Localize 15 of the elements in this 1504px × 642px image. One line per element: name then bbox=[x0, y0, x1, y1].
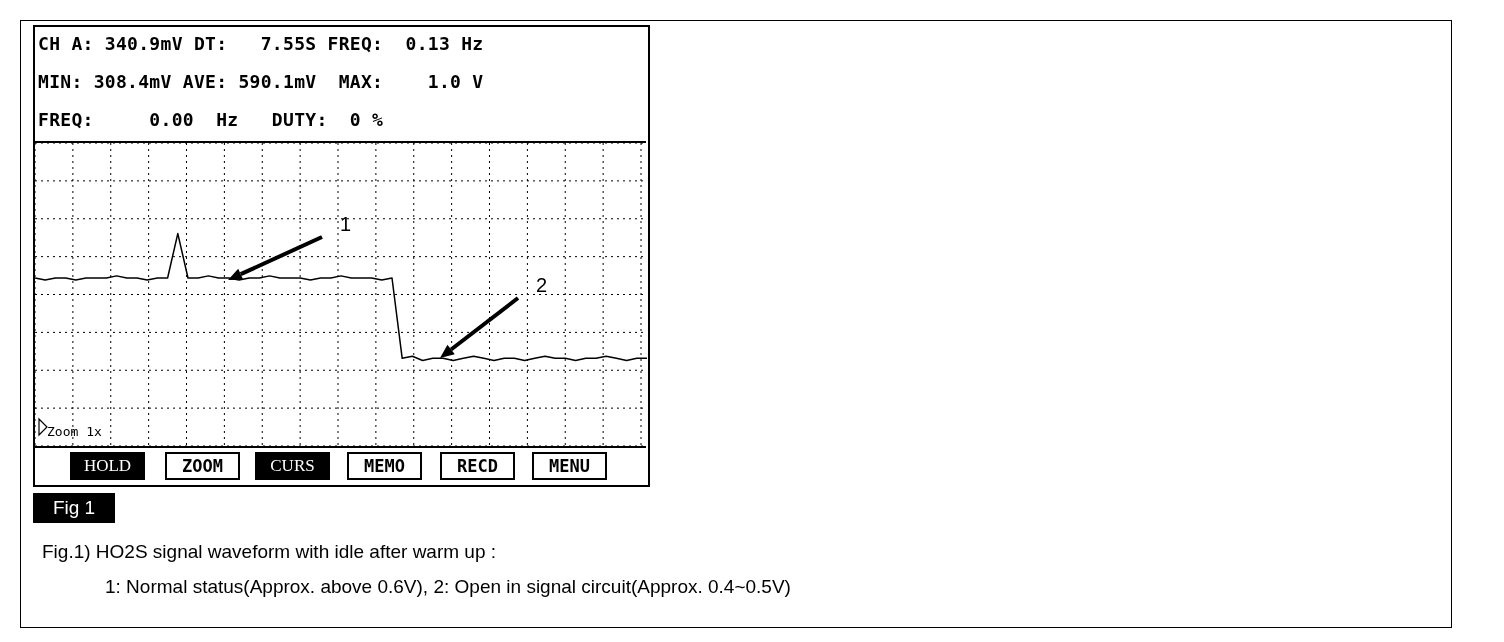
text: MEMO bbox=[347, 452, 422, 480]
annotation: 2 bbox=[536, 274, 548, 296]
text: MENU bbox=[532, 452, 607, 480]
caption: Fig.1) HO2S signal waveform with idle after warm up : bbox=[42, 541, 497, 563]
text: CURS bbox=[255, 452, 330, 480]
text: ZOOM bbox=[165, 452, 240, 480]
annotation: Zoom 1x bbox=[47, 424, 102, 439]
text: CH A: 340.9mV DT: 7.55S FREQ: 0.13 Hz bbox=[38, 33, 484, 54]
text: MIN: 308.4mV AVE: 590.1mV MAX: 1.0 V bbox=[38, 71, 484, 92]
text: Fig 1 bbox=[33, 493, 115, 523]
text: 1: Normal status(Approx. above 0.6V), 2: Open in signal circuit(Approx. 0.4~0.5V) bbox=[105, 576, 791, 598]
text: FREQ: 0.00 Hz DUTY: 0 % bbox=[38, 109, 384, 130]
text: RECD bbox=[440, 452, 515, 480]
text: HOLD bbox=[70, 452, 145, 480]
annotation: 1 bbox=[340, 213, 352, 235]
